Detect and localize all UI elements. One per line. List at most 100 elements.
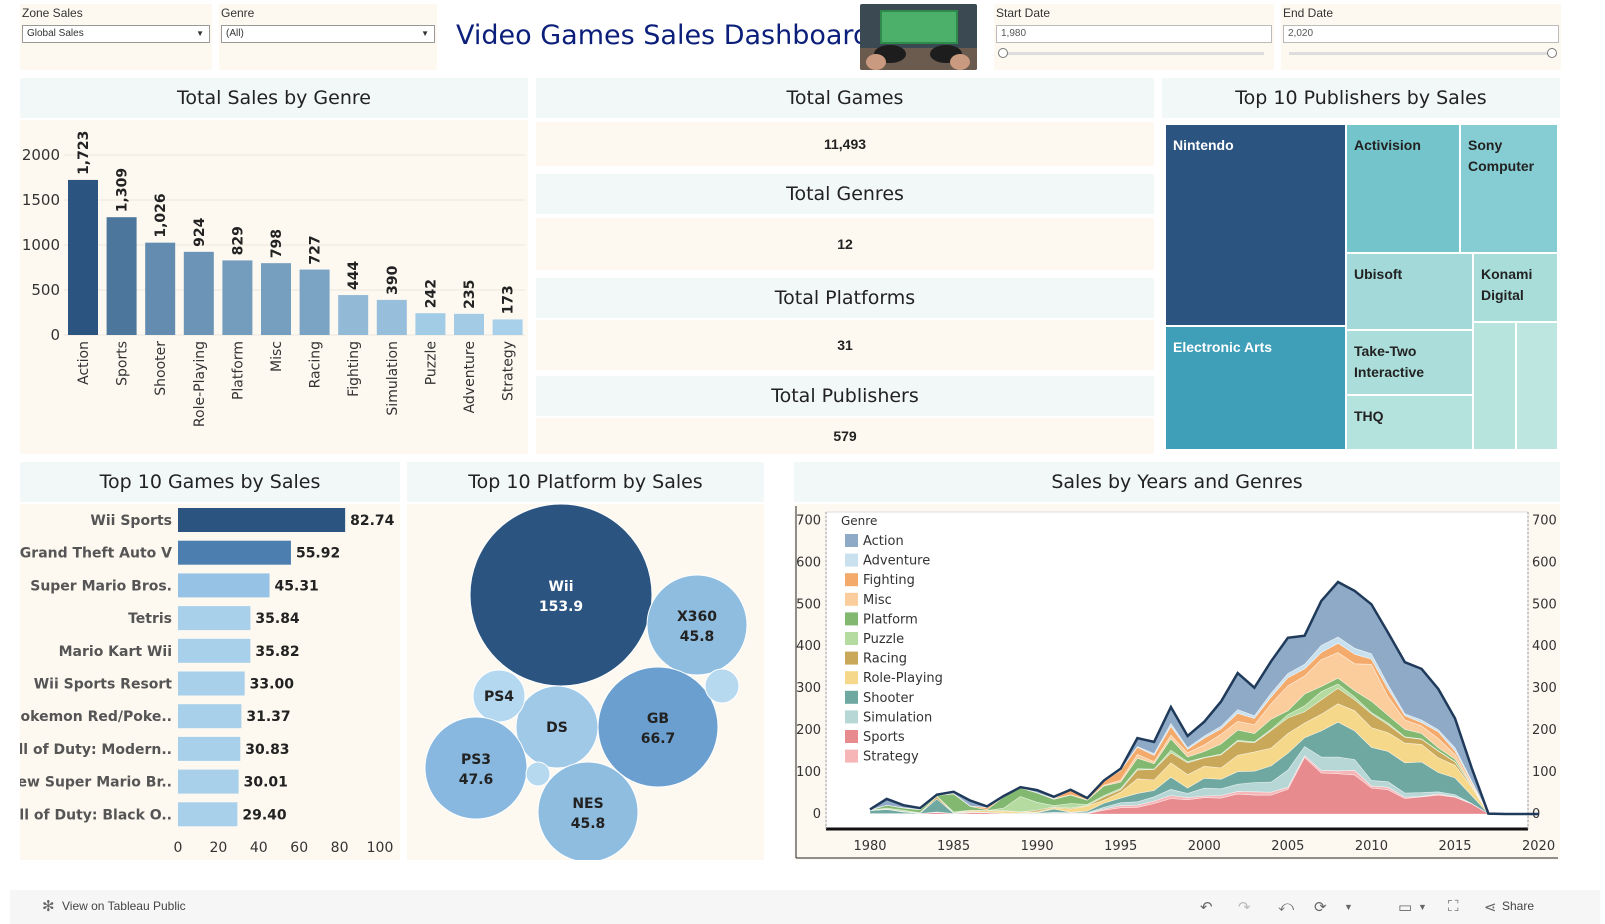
treemap-cell-thq[interactable]: THQ [1346, 395, 1473, 450]
y-tick-label-right: 200 [1532, 723, 1557, 738]
start-date-slider[interactable] [1002, 52, 1264, 55]
bar-value-label: 242 [423, 279, 439, 308]
genre-select[interactable]: (All) ▼ [221, 25, 435, 43]
total-outline [869, 580, 1539, 816]
category-label: Shooter [153, 341, 169, 396]
bar-action [68, 179, 98, 335]
bar-adventure [454, 313, 484, 335]
x-tick-label: 20 [209, 840, 227, 856]
bar-value-label: 798 [269, 229, 285, 258]
bar-platform [222, 260, 253, 335]
platform-bubble-chart: Wii 153.9 X360 45.8 GB 66.7 DS PS4 PS3 47.6 NES 45.… [424, 503, 748, 863]
platform-name-label: DS [546, 720, 568, 736]
comment-icon[interactable]: ▭ [1398, 899, 1413, 916]
y-tick-label-left: 400 [796, 639, 821, 654]
legend-swatch [845, 632, 858, 645]
start-date-input[interactable]: 1,980 [996, 25, 1272, 43]
chevron-down-icon[interactable]: ▼ [1344, 902, 1353, 912]
treemap-cell-nintendo[interactable]: Nintendo [1165, 124, 1346, 326]
chevron-down-icon: ▼ [196, 29, 204, 38]
treemap-cell-activision[interactable]: Activision [1346, 124, 1460, 253]
zone-sales-select[interactable]: Global Sales ▼ [22, 25, 210, 43]
start-date-filter: Start Date 1,980 [994, 4, 1274, 70]
fullscreen-icon[interactable]: ⛶ [1448, 898, 1459, 915]
chevron-down-icon: ▼ [421, 29, 429, 38]
bar-value-label: 235 [462, 280, 478, 309]
treemap-cell-take-two[interactable]: Take-Two Interactive [1346, 330, 1473, 395]
x-tick-label: 1990 [1021, 839, 1054, 854]
game-value-label: 35.84 [255, 611, 300, 627]
game-value-label: 31.37 [246, 709, 290, 725]
kpi-total-publishers-title: Total Publishers [536, 376, 1154, 416]
game-bar [178, 704, 242, 729]
y-tick-label-left: 500 [796, 597, 821, 612]
refresh-icon[interactable]: ⟳ [1314, 899, 1327, 916]
kpi-total-genres-value: 12 [536, 218, 1154, 270]
end-date-slider[interactable] [1289, 52, 1551, 55]
bar-puzzle [415, 313, 446, 335]
end-date-input[interactable]: 2,020 [1283, 25, 1559, 43]
platform-value-label: 47.6 [459, 772, 494, 788]
y-tick-label-left: 100 [796, 765, 821, 780]
bar-value-label: 727 [308, 235, 324, 264]
end-date-label: End Date [1283, 6, 1334, 20]
legend-swatch [845, 573, 858, 587]
game-value-label: 82.74 [350, 513, 395, 529]
share-icon[interactable]: ⋖ [1484, 899, 1497, 916]
kpi-total-games-value: 11,493 [536, 122, 1154, 166]
game-value-label: 30.01 [244, 775, 288, 791]
bar-racing [299, 269, 330, 335]
games-chart: Wii Sports 82.74 Grand Theft Auto V 55.92 Su… [0, 508, 395, 856]
platform-name-label: PS4 [484, 689, 514, 705]
bar-sports [106, 217, 137, 335]
game-bar [178, 769, 239, 794]
category-label: Adventure [462, 341, 478, 413]
legend-item-simulation: Simulation [863, 710, 932, 725]
treemap-cell-unlabeled[interactable] [1473, 322, 1516, 450]
platform-bubble-ds [515, 685, 599, 769]
platform-name-label: Wii [548, 579, 573, 595]
x-tick-label: 1985 [937, 839, 970, 854]
years-genres-panel: 0 0 100 100 200 200 300 300 400 400 500 500 600 600 70… [794, 504, 1560, 860]
zone-sales-filter: Zone Sales Global Sales ▼ [20, 4, 212, 70]
redo-icon[interactable]: ↷ [1238, 899, 1251, 916]
y-tick-label-left: 700 [796, 513, 821, 528]
legend-swatch [845, 592, 858, 606]
platform-name-label: GB [647, 711, 669, 727]
treemap-cell-unlabeled[interactable] [1516, 322, 1558, 450]
treemap-cell-sony-computer[interactable]: Sony Computer [1460, 124, 1558, 253]
treemap-cell-electronic-arts[interactable]: Electronic Arts [1165, 326, 1346, 450]
legend-item-action: Action [863, 534, 904, 549]
game-label: Call of Duty: Black O.. [20, 807, 172, 823]
end-date-handle[interactable] [1547, 48, 1557, 58]
platform-value-label: 45.8 [571, 816, 606, 832]
x-tick-label: 2005 [1271, 839, 1304, 854]
treemap-cell-ubisoft[interactable]: Ubisoft [1346, 253, 1473, 330]
game-value-label: 35.82 [255, 644, 299, 660]
bar-value-label: 173 [501, 285, 517, 314]
x-tick-label: 100 [367, 840, 394, 856]
y-tick-label: 0 [50, 326, 60, 344]
share-button[interactable]: Share [1502, 899, 1535, 913]
category-label: Action [76, 341, 92, 385]
start-date-label: Start Date [996, 6, 1051, 20]
platform-bubble-x360 [646, 574, 748, 676]
revert-icon[interactable]: ⤺ [1278, 898, 1295, 915]
treemap-cell-konami-digital[interactable]: Konami Digital [1473, 253, 1558, 322]
bar-value-label: 444 [346, 261, 362, 290]
undo-icon[interactable]: ↶ [1200, 899, 1213, 916]
category-label: Misc [269, 341, 285, 372]
x-tick-label: 2010 [1355, 839, 1388, 854]
start-date-handle[interactable] [998, 48, 1008, 58]
bar-strategy [492, 319, 523, 335]
controller-image [860, 4, 977, 70]
legend-swatch [845, 534, 858, 547]
legend-item-platform: Platform [863, 612, 918, 627]
legend-item-shooter: Shooter [863, 691, 914, 706]
game-value-label: 55.92 [296, 546, 340, 562]
chevron-down-icon[interactable]: ▼ [1418, 902, 1427, 912]
legend-swatch [845, 612, 858, 626]
platform-name-label: PS3 [461, 752, 491, 768]
view-on-tableau-link[interactable]: View on Tableau Public [62, 899, 186, 913]
